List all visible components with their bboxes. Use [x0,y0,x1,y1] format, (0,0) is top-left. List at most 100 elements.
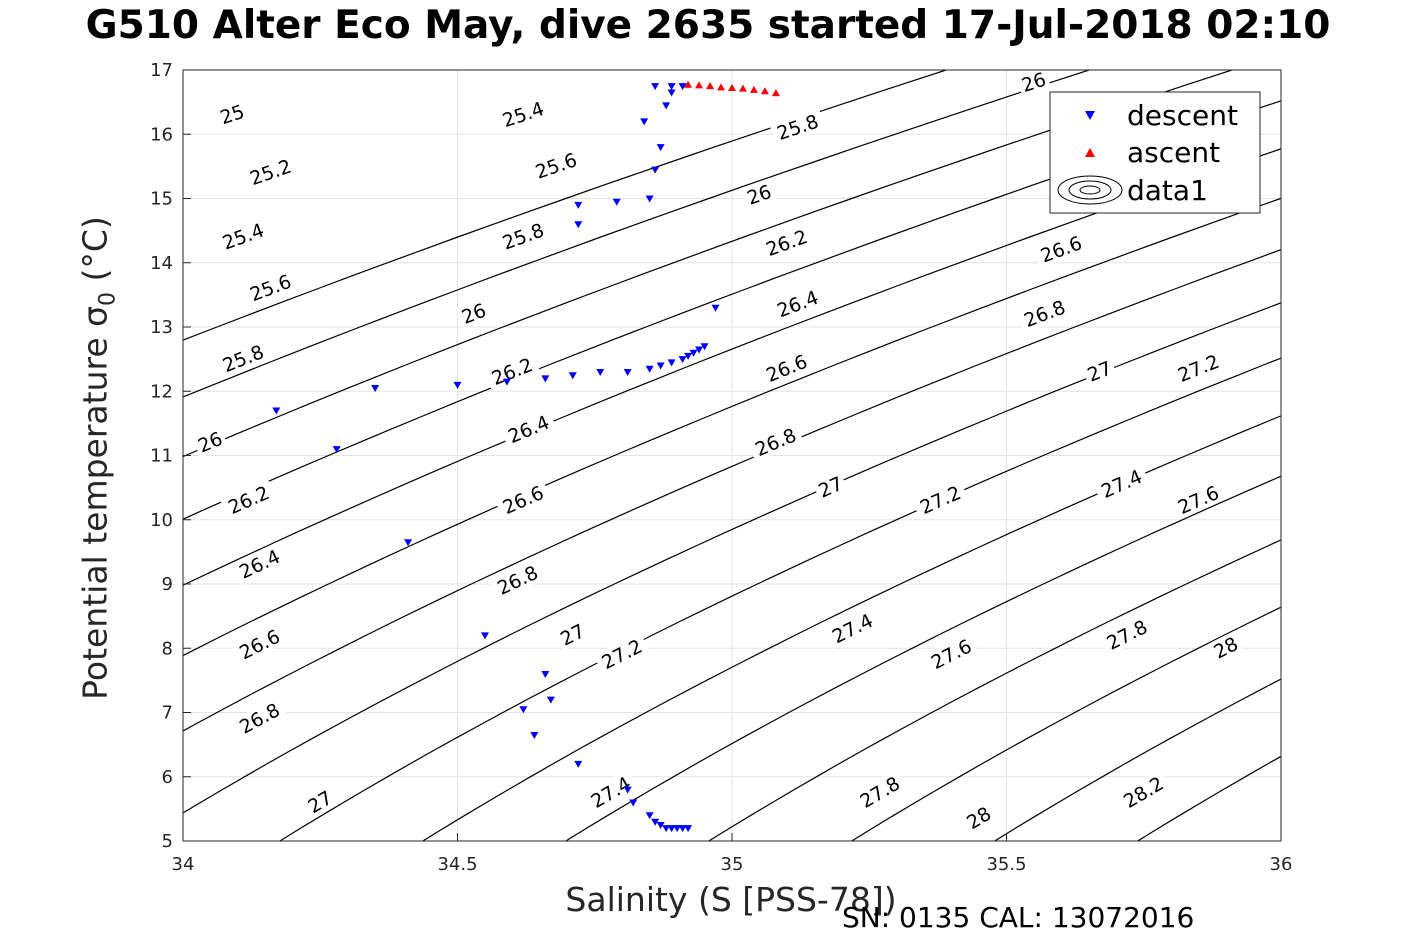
density-contour-line [183,70,947,341]
contour-label-background [593,632,650,676]
density-contour-line [422,415,1281,841]
density-contour-line [994,678,1281,841]
contour-label-background [554,617,591,652]
y-tick-label: 15 [150,189,173,210]
descent-point [546,696,555,704]
y-tick-label: 17 [150,60,173,81]
chart-title: G510 Alter Eco May, dive 2635 started 17… [85,3,1331,48]
contour-label-background [1032,229,1090,269]
ascent-point [749,85,758,93]
descent-point [519,706,528,714]
contour-label-background [758,223,815,262]
descent-point [568,372,577,380]
contour-label-background [494,216,552,256]
y-tick-label: 12 [150,381,173,402]
contour-label-background [1015,66,1052,97]
y-tick-label: 5 [162,831,173,852]
descent-point [700,343,709,351]
ascent-point [738,84,747,92]
descent-point [453,381,462,389]
contour-label-background [231,542,288,585]
data-points [272,80,780,833]
contour-label-background [242,152,299,191]
descent-point [651,818,660,826]
contour-label-background [582,769,639,815]
contour-label-background [1081,355,1118,387]
contour-label-background [1115,769,1172,815]
ascent-point [771,89,780,97]
descent-point [711,304,720,312]
y-tick-label: 16 [150,124,173,145]
descent-point [640,118,649,126]
contour-label-background [812,470,849,503]
descent-point [662,102,671,110]
descent-point [656,821,665,829]
x-axis-ticks: 34 34.5 35 35.5 36 [172,833,1293,875]
y-axis-label: Potential temperature σ0 (°C) [76,216,129,700]
descent-point [272,407,281,415]
ascent-point [695,81,704,89]
x-tick-label: 35.5 [986,854,1026,875]
descent-point [645,812,654,820]
descent-point [684,825,693,833]
ascent-point [684,80,693,88]
legend-box [1049,91,1261,214]
contour-label-background [214,98,250,130]
density-contour-line [851,606,1281,841]
ascent-point [706,82,715,90]
contour-label-background [301,784,339,819]
contour-label-background [214,338,272,378]
density-contour-line [708,539,1281,841]
descent-point [662,825,671,833]
density-contour-line [183,302,1281,814]
descent-point [541,375,550,383]
x-tick-label: 34.5 [437,854,477,875]
contour-label-background [231,622,288,666]
y-tick-label: 13 [150,317,173,338]
descent-point [651,83,660,91]
density-contour-line [1280,840,1281,841]
descent-point [612,198,621,206]
ascent-point [728,83,736,91]
descent-point [574,221,583,229]
x-tick-label: 35 [721,854,744,875]
contour-label-background [231,695,288,741]
y-tick-label: 8 [162,638,173,659]
descent-point [667,825,676,833]
descent-point [574,201,583,209]
descent-point [541,670,550,678]
y-tick-label: 7 [162,703,173,724]
y-tick-label: 14 [150,253,173,274]
contour-label-background [527,146,585,185]
x-tick-label: 34 [172,854,195,875]
contour-label-background [191,425,229,458]
contour-label-background [769,284,826,324]
descent-point [656,362,665,370]
descent-point [596,368,605,376]
descent-point [695,346,704,354]
descent-point [623,368,632,376]
contour-label-background [1170,348,1227,388]
descent-point [530,731,539,739]
contour-label-background [911,478,969,521]
contour-label-background [1207,630,1244,664]
descent-point [404,539,413,547]
contour-label-background [494,478,552,521]
contour-label-background [1170,478,1227,521]
descent-point [684,352,693,360]
contour-label: 26 [1015,66,1052,97]
descent-point [656,144,665,152]
descent-point [689,349,698,357]
footer-serial-info: SN: 0135 CAL: 13072016 [842,901,1195,934]
y-tick-label: 11 [150,446,173,467]
contour-label-background [851,769,908,815]
y-tick-label: 9 [162,574,173,595]
y-axis-label-unit: (°C) [75,216,115,282]
y-axis-ticks: 5 6 7 8 9 10 11 12 13 14 15 16 17 [150,60,191,852]
legend[interactable]: descent ascent data1 [1049,91,1261,214]
contour-label-background [455,297,492,329]
legend-descent-marker [1085,111,1095,120]
descent-point [667,359,676,367]
x-tick-label: 36 [1270,854,1293,875]
